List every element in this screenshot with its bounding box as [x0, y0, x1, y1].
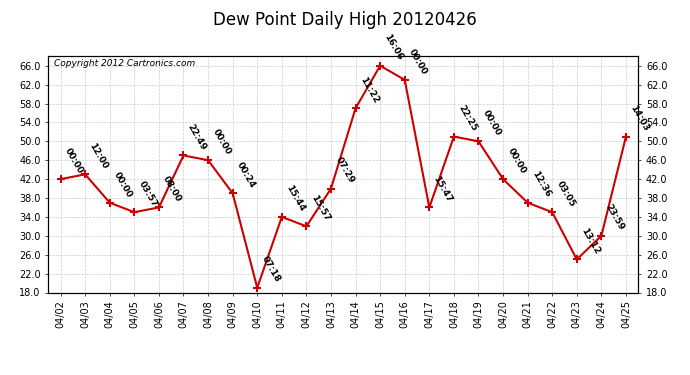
Text: 12:36: 12:36: [530, 170, 552, 199]
Text: 00:00: 00:00: [112, 170, 134, 199]
Text: 00:00: 00:00: [481, 109, 503, 138]
Text: 08:00: 08:00: [161, 175, 184, 204]
Text: 15:44: 15:44: [284, 184, 306, 213]
Text: 00:24: 00:24: [235, 160, 257, 189]
Text: 03:57: 03:57: [137, 179, 159, 209]
Text: 22:25: 22:25: [456, 104, 478, 133]
Text: 15:47: 15:47: [432, 174, 454, 204]
Text: 23:59: 23:59: [604, 202, 626, 232]
Text: 15:57: 15:57: [309, 193, 331, 223]
Text: 07:29: 07:29: [333, 155, 355, 185]
Text: Dew Point Daily High 20120426: Dew Point Daily High 20120426: [213, 11, 477, 29]
Text: 13:12: 13:12: [580, 226, 602, 256]
Text: 00:00: 00:00: [63, 147, 85, 176]
Text: Copyright 2012 Cartronics.com: Copyright 2012 Cartronics.com: [55, 58, 195, 68]
Text: 22:49: 22:49: [186, 122, 208, 152]
Text: 00:00: 00:00: [506, 147, 527, 176]
Text: 11:22: 11:22: [358, 75, 380, 105]
Text: 00:00: 00:00: [210, 128, 233, 156]
Text: 07:18: 07:18: [259, 255, 282, 284]
Text: 12:00: 12:00: [88, 141, 110, 171]
Text: 00:00: 00:00: [407, 47, 429, 76]
Text: 14:03: 14:03: [629, 104, 651, 133]
Text: 16:06: 16:06: [382, 33, 404, 62]
Text: 03:05: 03:05: [555, 179, 577, 209]
